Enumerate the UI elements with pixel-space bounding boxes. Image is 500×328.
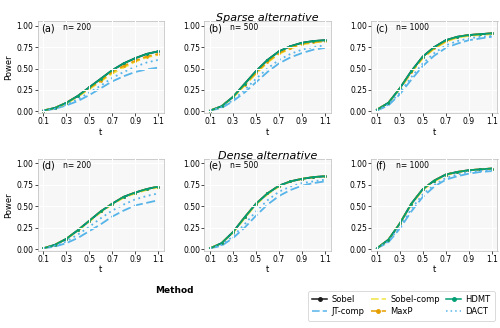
- X-axis label: t: t: [432, 128, 436, 137]
- Text: (c): (c): [375, 23, 388, 33]
- Text: n= 200: n= 200: [63, 161, 91, 170]
- Y-axis label: Power: Power: [4, 192, 14, 218]
- Text: (d): (d): [42, 161, 55, 171]
- Text: (f): (f): [375, 161, 386, 171]
- Text: (e): (e): [208, 161, 222, 171]
- X-axis label: t: t: [99, 265, 102, 275]
- X-axis label: t: t: [99, 128, 102, 137]
- X-axis label: t: t: [432, 265, 436, 275]
- Y-axis label: Power: Power: [4, 54, 14, 80]
- Text: n= 1000: n= 1000: [396, 23, 430, 32]
- Text: Sparse alternative: Sparse alternative: [216, 13, 319, 23]
- Text: (b): (b): [208, 23, 222, 33]
- Text: n= 500: n= 500: [230, 23, 258, 32]
- Text: Method: Method: [155, 286, 194, 295]
- X-axis label: t: t: [266, 128, 269, 137]
- Text: n= 1000: n= 1000: [396, 161, 430, 170]
- Text: Dense alternative: Dense alternative: [218, 151, 317, 161]
- Text: n= 500: n= 500: [230, 161, 258, 170]
- Legend: Sobel, JT-comp, Sobel-comp, MaxP, HDMT, DACT: Sobel, JT-comp, Sobel-comp, MaxP, HDMT, …: [308, 291, 495, 320]
- Text: (a): (a): [42, 23, 55, 33]
- Text: n= 200: n= 200: [63, 23, 91, 32]
- X-axis label: t: t: [266, 265, 269, 275]
